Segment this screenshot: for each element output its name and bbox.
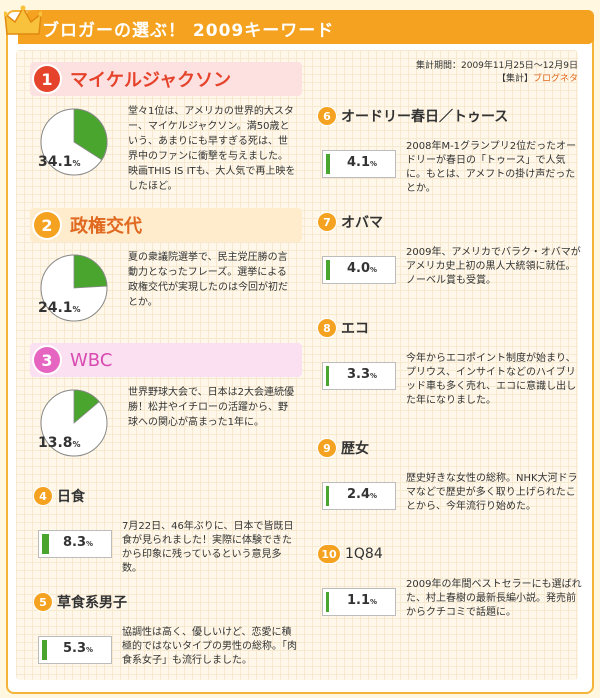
rank-4-bar-fill [42, 534, 50, 554]
rank-6-label: オードリー春日／トゥース [341, 109, 509, 125]
rank-6-bar-fill [326, 154, 330, 174]
rank-10-badge: 10 [318, 545, 340, 563]
pie-slice [73, 108, 108, 161]
rank-8-bar: 3.3% [322, 362, 396, 390]
rank-7-entry: 7 オバマ 4.0% 2009年、アメリカでバラク・オバマがアメリカ史上初の黒人大統… [318, 210, 584, 312]
source-link[interactable]: ブログネタ [532, 74, 578, 84]
rank-1-badge: 1 [34, 66, 60, 92]
rank-1-pie-chart [40, 108, 108, 176]
rank-3-pie-chart [40, 389, 108, 457]
rank-2-description: 夏の衆議院選挙で、民主党圧勝の言動力となったフレーズ。選挙による政権交代が実現し… [128, 252, 288, 308]
rank-10-percent: 1.1% [347, 593, 378, 608]
rank-10-entry: 10 1Q84 1.1% 2009年の年間ベストセラーにも選ばれた、村上春樹の最新長… [318, 542, 584, 644]
rank-2-label: 政権交代 [70, 216, 142, 237]
survey-meta: 集計期間：2009年11月25日～12月9日 【集計】ブログネタ [416, 60, 578, 86]
rank-8-percent: 3.3% [347, 367, 378, 382]
rank-1-description: 堂々1位は、アメリカの世界的大スター、マイケルジャクソン。満50歳という、あまり… [128, 106, 296, 192]
crown-icon [4, 5, 42, 35]
rank-3-badge: 3 [34, 347, 60, 373]
rank-3-percent: 13.8% [38, 435, 81, 451]
rank-9-label: 歴女 [341, 441, 369, 457]
rank-6-percent: 4.1% [347, 155, 378, 170]
rank-7-description: 2009年、アメリカでバラク・オバマがアメリカ史上初の黒人大統領に就任。ノーベル… [406, 247, 581, 286]
rank-7-label: オバマ [341, 215, 383, 231]
rank-8-entry: 8 エコ 3.3% 今年からエコポイント制度が始まり、プリウス、インサイトなどのハイ… [318, 316, 584, 418]
rank-3-pie: 13.8% [38, 387, 110, 459]
rank-2-badge: 2 [34, 212, 60, 238]
rank-6-entry: 6 オードリー春日／トゥース 4.1% 2008年M-1グランプリ2位だったオードリ… [318, 104, 584, 206]
rank-1-pie: 34.1% [38, 106, 110, 178]
rank-9-entry: 9 歴女 2.4% 歴史好きな女性の総称。NHK大河ドラマなどで歴史が多く取り上げら… [318, 436, 584, 538]
rank-5-label: 草食系男子 [57, 595, 127, 611]
rank-8-bar-fill [326, 366, 329, 386]
rank-3-entry: 3 WBC 13.8% 世界野球大会で、日本は2大会連続優勝！松井やイチローの活… [30, 343, 302, 505]
rank-2-percent: 24.1% [38, 300, 81, 316]
rank-5-entry: 5 草食系男子 5.3% 協調性は高く、優しいけど、恋愛に積極的ではないタイプの男性… [34, 590, 300, 692]
pie-slice [73, 254, 108, 289]
survey-period: 集計期間：2009年11月25日～12月9日 [416, 61, 578, 71]
rank-5-percent: 5.3% [63, 641, 94, 656]
rank-7-bar-fill [326, 260, 330, 280]
rank-9-description: 歴史好きな女性の総称。NHK大河ドラマなどで歴史が多く取り上げられたことから、今… [406, 473, 578, 512]
rank-5-bar-fill [42, 640, 47, 660]
page-title: ブロガーの選ぶ！ 2009キーワード [42, 21, 335, 41]
rank-1-entry: 1 マイケルジャクソン 34.1% 堂々1位は、アメリカの世界的大スター、マイケ… [30, 62, 302, 224]
rank-9-percent: 2.4% [347, 487, 378, 502]
rank-3-label: WBC [70, 349, 113, 371]
rank-10-bar-fill [326, 592, 329, 612]
rank-2-header: 2 政権交代 [30, 208, 302, 242]
rank-3-body: 13.8% 世界野球大会で、日本は2大会連続優勝！松井やイチローの活躍から、野球… [30, 377, 302, 505]
rank-9-badge: 9 [318, 439, 336, 457]
rank-6-bar: 4.1% [322, 150, 396, 178]
rank-10-label: 1Q84 [345, 546, 383, 562]
rank-3-description: 世界野球大会で、日本は2大会連続優勝！松井やイチローの活躍から、野球への関心が高… [128, 387, 294, 428]
rank-4-bar: 8.3% [38, 530, 112, 558]
rank-6-badge: 6 [318, 107, 336, 125]
rank-7-percent: 4.0% [347, 261, 378, 276]
rank-10-description: 2009年の年間ベストセラーにも選ばれた、村上春樹の最新長編小説。発売前からクチ… [406, 579, 582, 618]
rank-1-label: マイケルジャクソン [70, 70, 232, 91]
rank-1-header: 1 マイケルジャクソン [30, 62, 302, 96]
rank-2-body: 24.1% 夏の衆議院選挙で、民主党圧勝の言動力となったフレーズ。選挙による政権… [30, 242, 302, 370]
rank-5-description: 協調性は高く、優しいけど、恋愛に積極的ではないタイプの男性の総称。「肉食系女子」… [122, 627, 297, 666]
rank-10-bar: 1.1% [322, 588, 396, 616]
rank-1-percent: 34.1% [38, 154, 81, 170]
rank-3-header: 3 WBC [30, 343, 302, 377]
rank-2-entry: 2 政権交代 24.1% 夏の衆議院選挙で、民主党圧勝の言動力となったフレーズ。… [30, 208, 302, 370]
source-prefix: 【集計】 [496, 74, 533, 84]
header-bar [18, 10, 594, 44]
rank-8-description: 今年からエコポイント制度が始まり、プリウス、インサイトなどのハイブリッド車も多く… [406, 353, 577, 406]
rank-4-percent: 8.3% [63, 535, 94, 550]
rank-8-badge: 8 [318, 319, 336, 337]
rank-9-bar: 2.4% [322, 482, 396, 510]
rank-1-body: 34.1% 堂々1位は、アメリカの世界的大スター、マイケルジャクソン。満50歳と… [30, 96, 302, 224]
rank-5-bar: 5.3% [38, 636, 112, 664]
rank-8-label: エコ [341, 321, 369, 337]
rank-4-label: 日食 [57, 489, 85, 505]
rank-6-description: 2008年M-1グランプリ2位だったオードリーが春日の「トゥース」で人気に。もと… [406, 141, 577, 194]
rank-4-badge: 4 [34, 487, 52, 505]
rank-4-entry: 4 日食 8.3% 7月22日、46年ぶりに、日本で皆既日食が見られました！実際に体… [34, 484, 300, 586]
rank-5-badge: 5 [34, 593, 52, 611]
rank-7-badge: 7 [318, 213, 336, 231]
pie-slice [73, 389, 100, 424]
rank-7-bar: 4.0% [322, 256, 396, 284]
rank-9-bar-fill [326, 486, 329, 506]
rank-2-pie: 24.1% [38, 252, 110, 324]
rank-4-description: 7月22日、46年ぶりに、日本で皆既日食が見られました！実際に体験できたから印象… [122, 521, 294, 574]
rank-2-pie-chart [40, 254, 108, 322]
